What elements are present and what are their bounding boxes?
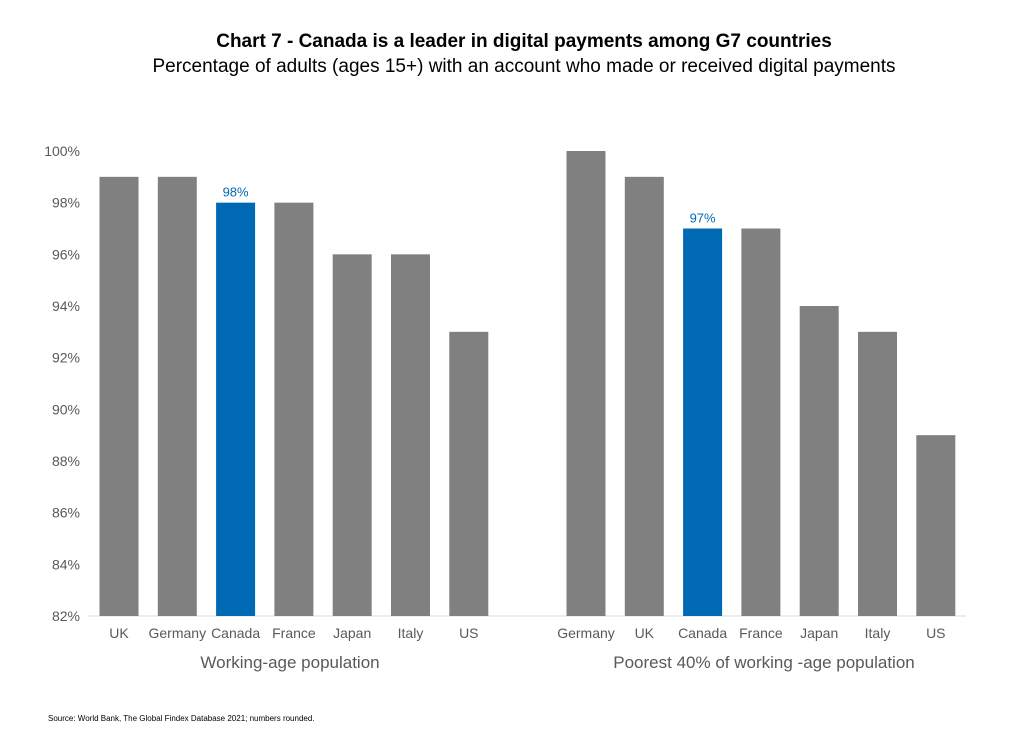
x-tick-label: Italy	[398, 625, 424, 641]
source-note: Source: World Bank, The Global Findex Da…	[48, 714, 315, 723]
x-tick-label: UK	[109, 625, 129, 641]
bar-japan-working	[332, 254, 372, 617]
bar-france-working	[274, 202, 314, 616]
y-tick-label: 82%	[52, 608, 80, 624]
y-tick-label: 96%	[52, 246, 80, 262]
x-tick-label: France	[739, 625, 783, 641]
x-tick-label: Japan	[333, 625, 371, 641]
x-tick-label: US	[926, 625, 945, 641]
y-tick-label: 86%	[52, 505, 80, 521]
x-tick-label: US	[459, 625, 478, 641]
y-tick-label: 92%	[52, 350, 80, 366]
bar-uk-poorest	[624, 176, 664, 617]
y-axis: 82% 84% 86% 88% 90% 92% 94% 96% 98% 100%	[44, 143, 80, 624]
group-label-working-age: Working-age population	[200, 653, 379, 672]
y-tick-label: 84%	[52, 556, 80, 572]
x-tick-label: France	[272, 625, 316, 641]
x-tick-label: Japan	[800, 625, 838, 641]
bar-italy-poorest	[858, 331, 897, 616]
bar-japan-poorest	[799, 306, 839, 616]
data-label: 97%	[690, 211, 716, 226]
x-tick-label: Germany	[149, 625, 207, 641]
bar-uk-working	[99, 176, 139, 617]
chart-title: Chart 7 - Canada is a leader in digital …	[216, 31, 832, 52]
bar-france-poorest	[741, 228, 781, 616]
bar-italy-working	[391, 254, 430, 617]
bar-germany-poorest	[566, 151, 606, 616]
x-tick-label: Germany	[557, 625, 615, 641]
y-tick-label: 98%	[52, 195, 80, 211]
y-tick-label: 90%	[52, 401, 80, 417]
group-label-poorest-40: Poorest 40% of working -age population	[613, 653, 914, 672]
data-label: 98%	[223, 185, 249, 200]
x-tick-label: Canada	[211, 625, 260, 641]
x-tick-label: Italy	[865, 625, 891, 641]
y-tick-label: 88%	[52, 453, 80, 469]
x-tick-label: UK	[635, 625, 655, 641]
bar-canada-poorest	[683, 228, 723, 616]
y-tick-label: 94%	[52, 298, 80, 314]
y-tick-label: 100%	[44, 143, 80, 159]
chart-subtitle: Percentage of adults (ages 15+) with an …	[152, 56, 895, 77]
bar-us-working	[449, 331, 489, 616]
bar-canada-working	[216, 202, 256, 616]
x-tick-label: Canada	[678, 625, 727, 641]
bar-germany-working	[157, 176, 197, 617]
bar-us-poorest	[916, 435, 956, 616]
